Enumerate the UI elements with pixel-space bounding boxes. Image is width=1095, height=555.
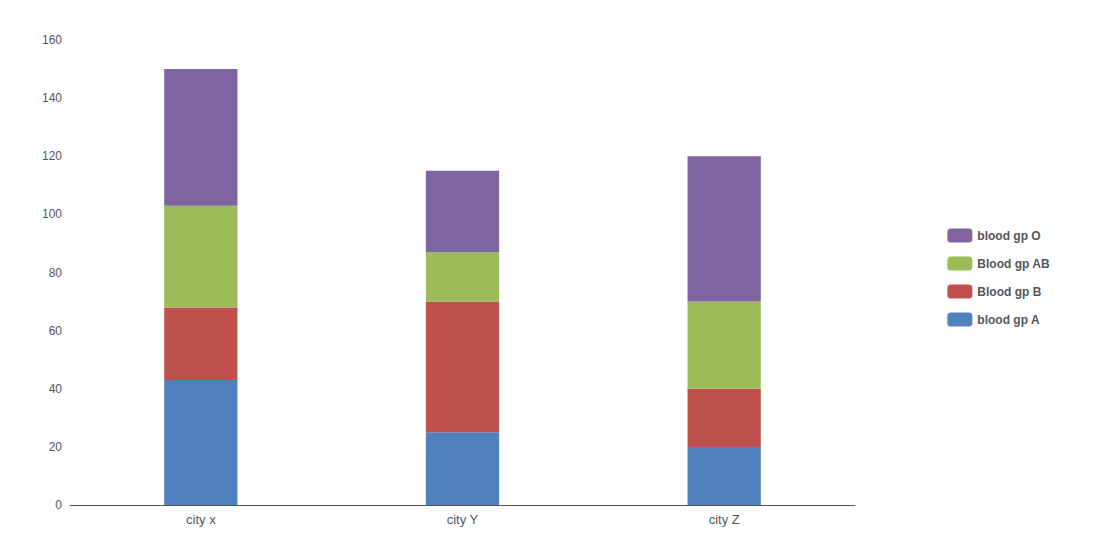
- svg-text:Blood gp AB: Blood gp AB: [977, 257, 1050, 271]
- svg-text:100: 100: [42, 207, 62, 221]
- svg-text:20: 20: [49, 440, 63, 454]
- svg-text:Blood gp B: Blood gp B: [977, 285, 1041, 299]
- svg-text:city Y: city Y: [447, 512, 479, 527]
- svg-text:40: 40: [49, 382, 63, 396]
- svg-text:city Z: city Z: [709, 512, 740, 527]
- svg-text:city x: city x: [186, 512, 216, 527]
- svg-text:160: 160: [42, 33, 62, 47]
- svg-text:140: 140: [42, 91, 62, 105]
- svg-text:blood gp A: blood gp A: [977, 313, 1040, 327]
- svg-text:120: 120: [42, 149, 62, 163]
- svg-text:blood gp O: blood gp O: [977, 229, 1040, 243]
- svg-text:60: 60: [49, 324, 63, 338]
- svg-text:0: 0: [55, 498, 62, 512]
- svg-text:80: 80: [49, 266, 63, 280]
